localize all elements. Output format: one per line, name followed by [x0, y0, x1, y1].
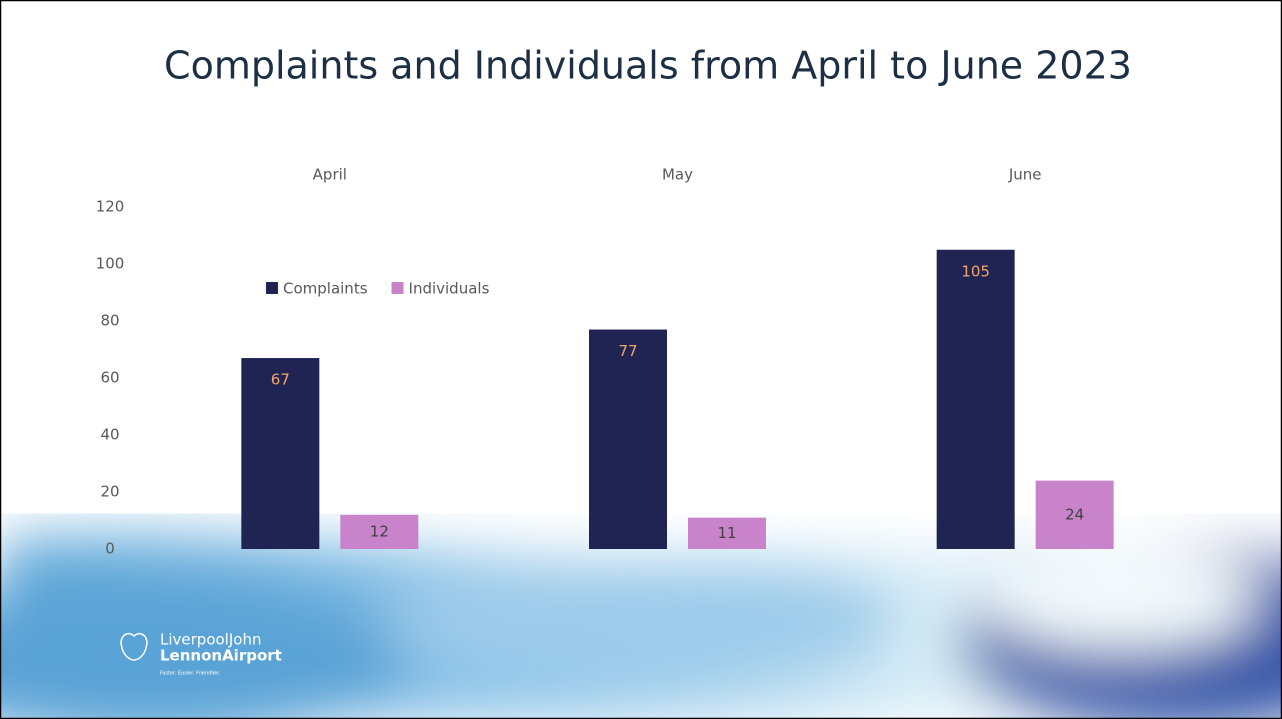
bar [688, 517, 766, 549]
y-tick-label: 60 [100, 369, 119, 387]
bar [241, 358, 320, 549]
x-tick-label: April [313, 166, 347, 184]
data-label: 105 [961, 262, 990, 280]
y-tick-label: 20 [100, 483, 119, 501]
chart-title: Complaints and Individuals from April to… [164, 44, 1132, 88]
y-tick-label: 120 [96, 198, 125, 216]
data-label: 12 [370, 522, 389, 540]
data-label: 77 [618, 342, 637, 360]
legend-swatch [266, 282, 278, 294]
logo-line: LennonAirport [160, 647, 282, 665]
x-tick-label: May [662, 166, 693, 184]
legend-swatch [391, 282, 404, 294]
legend-label: Complaints [283, 280, 368, 298]
x-tick-label: June [1008, 166, 1042, 184]
logo-line: LiverpoolJohn [160, 631, 261, 649]
legend-label: Individuals [409, 280, 490, 298]
data-label: 11 [717, 524, 736, 542]
data-label: 24 [1065, 505, 1084, 523]
y-tick-label: 80 [100, 312, 119, 330]
y-tick-label: 100 [96, 255, 125, 273]
bar [1035, 480, 1114, 549]
logo-tagline: Faster. Easier. Friendlier. [160, 671, 221, 677]
y-tick-label: 0 [105, 540, 115, 558]
logo: LiverpoolJohn LennonAirport Faster. Easi… [120, 631, 282, 677]
bar [936, 249, 1015, 549]
y-tick-label: 40 [100, 426, 119, 444]
bar [340, 514, 419, 549]
data-label: 67 [271, 371, 290, 389]
sky-wave [0, 534, 1282, 719]
bar [589, 329, 667, 549]
